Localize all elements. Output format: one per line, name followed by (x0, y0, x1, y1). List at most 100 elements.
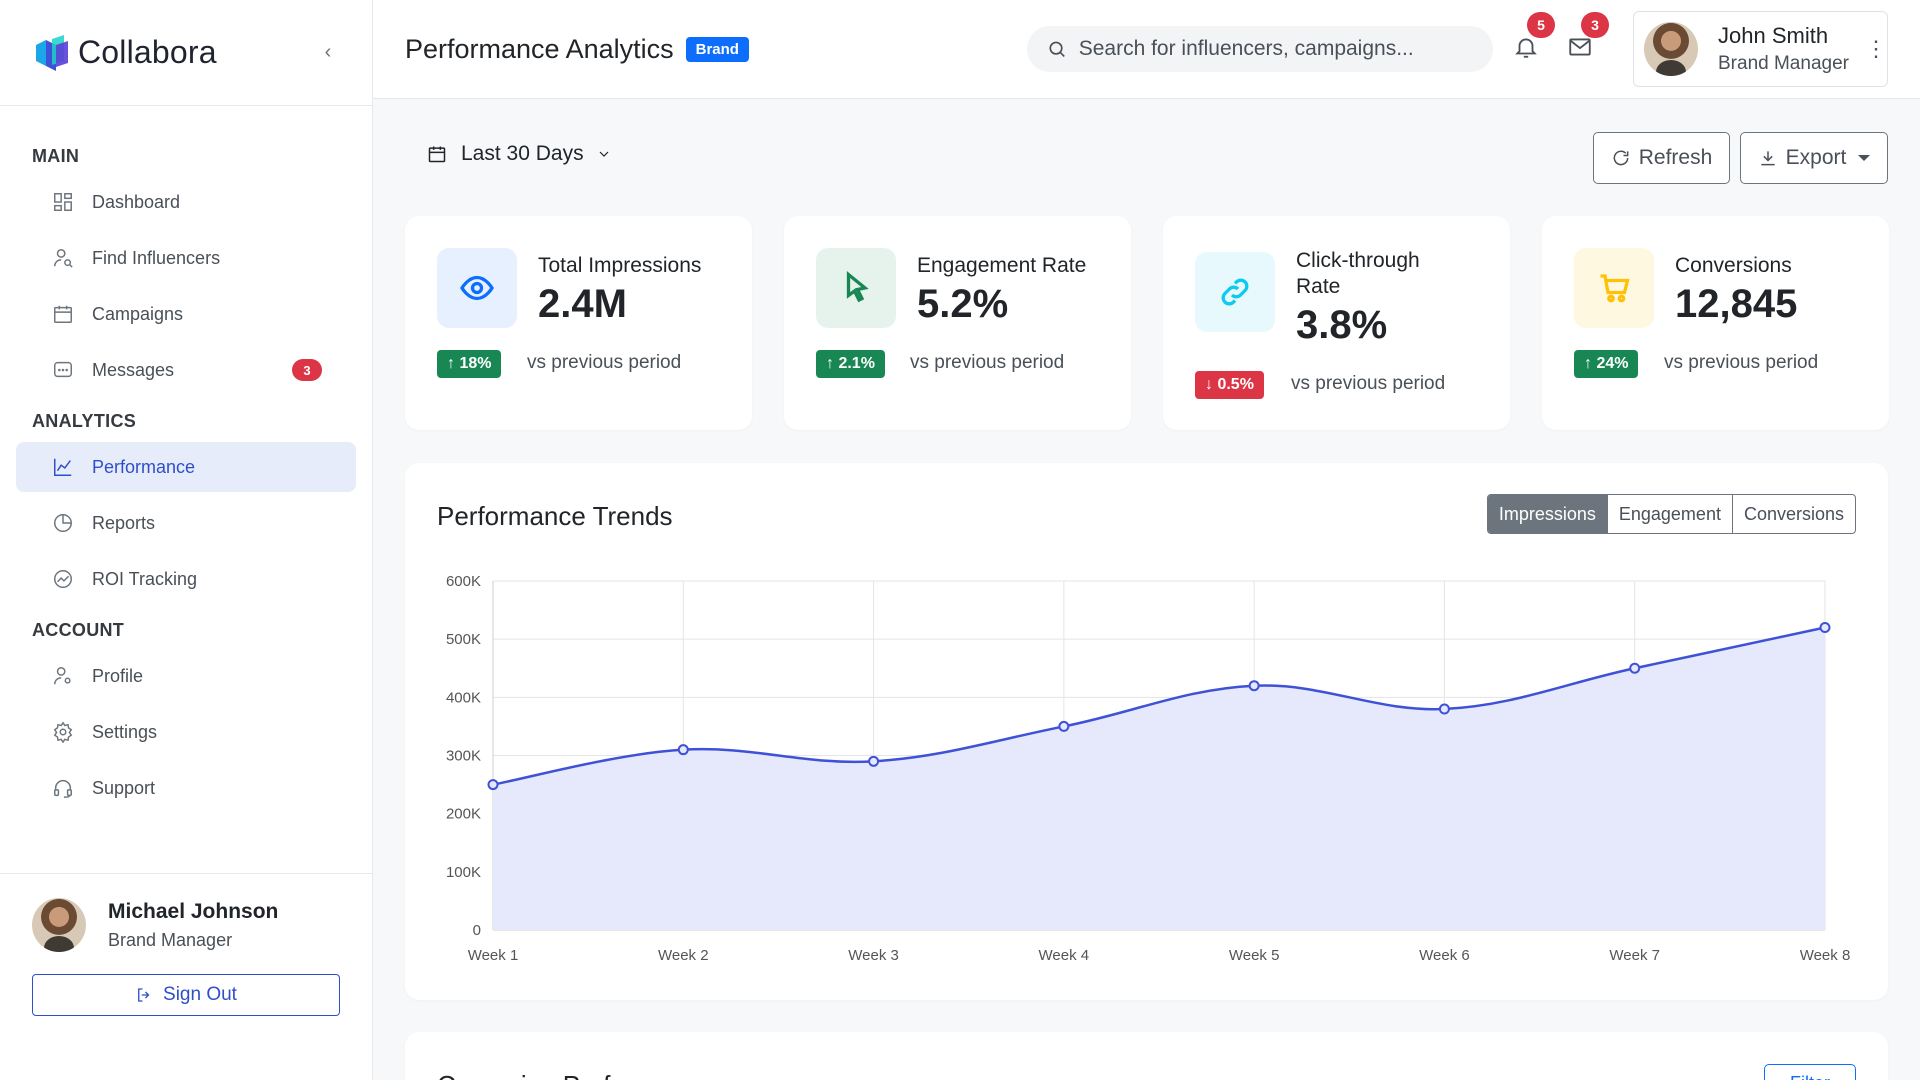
refresh-icon (1613, 150, 1629, 166)
sidebar-item-settings[interactable]: Settings (16, 707, 356, 757)
mail-icon (1569, 38, 1591, 56)
headset-icon (50, 775, 76, 801)
data-point (1629, 662, 1641, 674)
delta-value: 2.1% (838, 355, 875, 372)
x-tick-label: Week 5 (1229, 947, 1280, 964)
trend-chart: 0 100K 200K 300K 400K 500K 600K Week 1 Week 2 Wee… (446, 573, 1851, 964)
chevron-down-icon (599, 151, 609, 157)
tab-conversions[interactable]: Conversions (1731, 495, 1855, 533)
header-user-name: John Smith (1718, 23, 1829, 48)
search-icon (1049, 41, 1065, 57)
arrow-up-icon: ↑ (1584, 355, 1597, 372)
export-button[interactable]: Export (1740, 132, 1888, 184)
x-tick-label: Week 8 (1800, 947, 1851, 964)
user-menu[interactable]: John Smith Brand Manager ⋮ (1633, 11, 1888, 87)
stat-card-impressions: Total Impressions 2.4M ↑ 18% vs previous… (405, 216, 752, 430)
sidebar-item-profile[interactable]: Profile (16, 651, 356, 701)
delta-text: vs previous period (527, 352, 682, 373)
stat-card-engagement: Engagement Rate 5.2% ↑ 2.1% vs previous … (784, 216, 1131, 430)
y-tick-label: 0 (473, 922, 481, 939)
sidebar-item-performance[interactable]: Performance (16, 442, 356, 492)
y-tick-label: 400K (446, 689, 481, 706)
sidebar-item-label: Dashboard (92, 191, 181, 212)
stat-value: 2.4M (538, 282, 627, 326)
section-label-analytics: ANALYTICS (32, 411, 137, 431)
kebab-menu-icon[interactable]: ⋮ (1865, 36, 1887, 61)
delta-badge: ↓ 0.5% (1195, 371, 1264, 399)
cursor-icon (816, 248, 896, 328)
brand-badge: Brand (685, 36, 749, 62)
arrow-up-icon: ↑ (826, 355, 839, 372)
arrow-up-icon: ↑ (447, 355, 460, 372)
sidebar-item-label: Settings (92, 721, 158, 742)
stat-card-conversions: Conversions 12,845 ↑ 24% vs previous per… (1542, 216, 1889, 430)
refresh-button[interactable]: Refresh (1593, 132, 1730, 184)
sidebar-item-campaigns[interactable]: Campaigns (16, 289, 356, 339)
trend-icon (50, 566, 76, 592)
sidebar-item-label: Campaigns (92, 303, 184, 324)
delta-text: vs previous period (1664, 352, 1819, 373)
sign-out-button[interactable]: Sign Out (32, 974, 340, 1016)
avatar (1644, 22, 1698, 76)
caret-down-icon (1858, 155, 1871, 161)
search-input[interactable] (1078, 37, 1473, 61)
collabora-logo-icon (36, 34, 68, 71)
bell-icon (1515, 38, 1537, 58)
sidebar-item-support[interactable]: Support (16, 763, 356, 813)
sidebar-item-label: ROI Tracking (92, 568, 198, 589)
sidebar-item-messages[interactable]: Messages 3 (16, 345, 356, 395)
user-gear-icon (50, 663, 76, 689)
data-point (868, 755, 880, 767)
collapse-sidebar-button[interactable]: ‹ (324, 41, 332, 63)
sidebar: Collabora ‹ MAIN Dashboard Find Influenc… (0, 0, 373, 1080)
y-tick-label: 500K (446, 631, 481, 648)
eye-icon (437, 248, 517, 328)
stat-label: Engagement Rate (917, 254, 1087, 277)
delta-value: 0.5% (1217, 376, 1254, 393)
pie-chart-icon (50, 510, 76, 536)
x-tick-label: Week 7 (1609, 947, 1660, 964)
tab-engagement[interactable]: Engagement (1606, 495, 1732, 533)
delta-badge: ↑ 24% (1574, 350, 1639, 378)
messages-count-badge: 3 (1581, 12, 1609, 38)
delta-value: 18% (459, 355, 492, 372)
notifications-count-badge: 5 (1527, 12, 1555, 38)
stat-label: Conversions (1675, 254, 1792, 277)
notifications-button[interactable]: 5 (1513, 12, 1555, 64)
sidebar-user: Michael Johnson Brand Manager (32, 898, 340, 952)
series-area (493, 627, 1825, 930)
tab-impressions[interactable]: Impressions (1487, 495, 1607, 533)
sidebar-item-roi-tracking[interactable]: ROI Tracking (16, 554, 356, 604)
sidebar-user-name: Michael Johnson (108, 899, 279, 923)
app-name: Collabora (78, 34, 217, 70)
search-bar[interactable] (1027, 26, 1493, 72)
sidebar-footer: Michael Johnson Brand Manager Sign Out (0, 873, 372, 1080)
delta-text: vs previous period (1291, 373, 1446, 394)
gear-icon (50, 719, 76, 745)
x-tick-label: Week 1 (468, 947, 519, 964)
messages-button[interactable]: 3 (1567, 12, 1609, 64)
data-point (487, 779, 499, 791)
header-user-role: Brand Manager (1718, 53, 1849, 74)
data-point (677, 744, 689, 756)
sidebar-item-label: Find Influencers (92, 247, 221, 268)
campaign-performance-card: Campaign Performance Filter (405, 1032, 1888, 1080)
x-tick-label: Week 4 (1039, 947, 1090, 964)
sidebar-item-dashboard[interactable]: Dashboard (16, 177, 356, 227)
sidebar-item-label: Profile (92, 665, 144, 686)
toolbar: Last 30 Days Refresh Export (405, 132, 1888, 184)
sidebar-user-role: Brand Manager (108, 929, 233, 950)
avatar (32, 898, 86, 952)
data-point (1058, 720, 1070, 732)
delta-badge: ↑ 18% (437, 350, 502, 378)
filter-button[interactable]: Filter (1764, 1064, 1856, 1080)
data-point (1819, 622, 1831, 634)
delta-value: 24% (1596, 355, 1629, 372)
calendar-icon (428, 146, 446, 163)
data-point (1248, 680, 1260, 692)
arrow-down-icon: ↓ (1205, 376, 1218, 393)
sidebar-item-label: Performance (92, 456, 196, 477)
sidebar-item-find-influencers[interactable]: Find Influencers (16, 233, 356, 283)
date-range-dropdown[interactable]: Last 30 Days (427, 142, 612, 166)
sidebar-item-reports[interactable]: Reports (16, 498, 356, 548)
